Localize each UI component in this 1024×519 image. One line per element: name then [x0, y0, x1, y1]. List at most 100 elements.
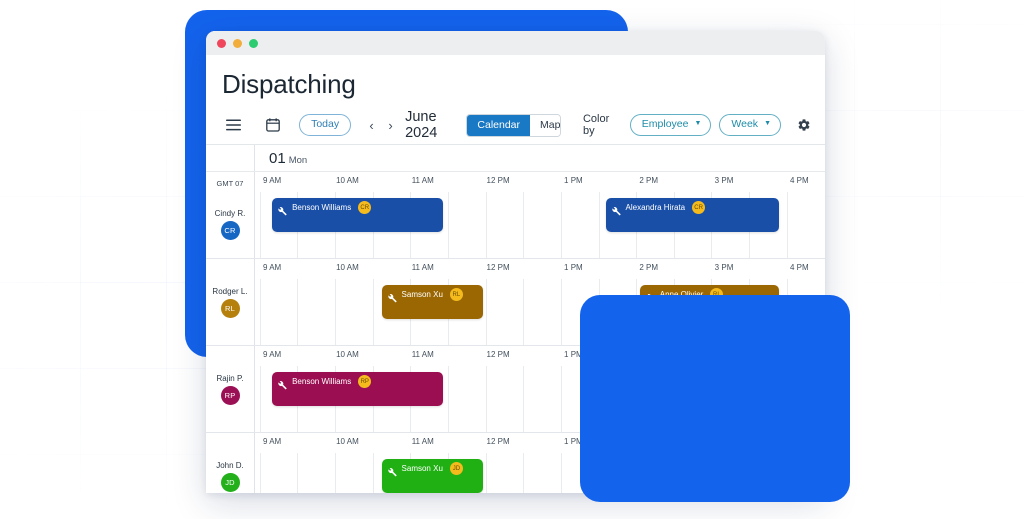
time-tick-label: 10 AM	[336, 350, 359, 359]
next-month-icon[interactable]: ›	[388, 117, 393, 133]
time-gridline	[485, 453, 487, 493]
time-tick-label: 1 PM	[564, 437, 583, 446]
maximize-traffic-light[interactable]	[249, 38, 258, 48]
page-title: Dispatching	[222, 69, 356, 99]
day-header-gutter	[206, 145, 255, 171]
time-gridline	[259, 192, 261, 258]
time-gridline	[334, 279, 336, 345]
close-traffic-light[interactable]	[217, 38, 226, 48]
time-tick-label: 9 AM	[262, 437, 282, 446]
avatar: CR	[220, 220, 240, 240]
wrench-icon	[278, 203, 287, 221]
event-assignee-badge: CR	[692, 201, 706, 214]
event-title: Benson Williams	[292, 203, 352, 212]
event-title: Alexandra Hirata	[625, 203, 686, 212]
color-by-label: Color by	[582, 113, 610, 137]
time-tick-label: 12 PM	[486, 176, 510, 185]
resource-name: Cindy R.	[214, 208, 246, 218]
hamburger-menu-icon[interactable]	[222, 112, 246, 138]
event-title: Samson Xu	[401, 464, 443, 473]
toolbar-right-group: Calendar Map Color by Employee ▼ Week ▼	[466, 113, 811, 137]
timezone-holder: GMT 07	[206, 172, 254, 194]
time-tick-label: 9 AM	[262, 263, 282, 272]
wrench-icon	[387, 464, 397, 482]
time-tick-label: 10 AM	[336, 263, 359, 272]
color-by-value: Employee	[641, 118, 689, 131]
range-value: Week	[731, 118, 759, 131]
time-gridline	[485, 279, 487, 345]
time-tick-label: 3 PM	[714, 176, 734, 185]
color-by-dropdown[interactable]: Employee ▼	[629, 114, 712, 136]
day-number: 01	[269, 150, 286, 167]
time-gridline-half	[523, 279, 525, 345]
calendar-event[interactable]: Samson Xu JD	[381, 459, 483, 493]
time-tick-label: 12 PM	[486, 350, 510, 359]
view-switcher: Calendar Map	[466, 113, 561, 137]
time-gridline	[485, 366, 487, 432]
wrench-icon	[611, 203, 621, 221]
avatar: JD	[220, 472, 240, 492]
calendar-event[interactable]: Samson Xu RL	[381, 285, 483, 319]
time-gridline-half	[447, 192, 449, 258]
calendar-icon[interactable]	[262, 112, 286, 138]
time-gridline	[560, 192, 562, 258]
range-dropdown[interactable]: Week ▼	[719, 114, 781, 136]
event-title: Anne Olivier	[660, 289, 704, 301]
timeline-area[interactable]: 9 AM 10 AM 11 AM 12 PM 1 PM 2 PM 3 PM 4 PM Benso…	[255, 172, 825, 258]
time-tick-label: 11 AM	[411, 350, 434, 359]
time-gridline-half	[297, 279, 299, 345]
time-gridline	[259, 279, 261, 345]
time-tick-label: 3 PM	[714, 263, 734, 272]
time-tick-label: 2 PM	[639, 176, 659, 185]
time-gridline-half	[372, 279, 374, 345]
time-tick-label: 9 AM	[262, 350, 282, 359]
prev-month-icon[interactable]: ‹	[369, 117, 374, 133]
avatar: RP	[220, 385, 240, 405]
time-tick-label: 1 PM	[564, 350, 583, 359]
current-month-label: June 2024	[405, 109, 438, 141]
time-tick-label: 9 AM	[262, 176, 282, 185]
time-tick-label: 12 PM	[486, 263, 510, 272]
time-gridline-half	[297, 453, 299, 493]
event-title: Samson Xu	[401, 290, 443, 299]
chevron-down-icon: ▼	[694, 119, 702, 127]
timezone-label: GMT 07	[216, 178, 244, 188]
time-tick-label: 11 AM	[411, 437, 434, 446]
time-tick-label: 1 PM	[564, 263, 583, 272]
calendar-event[interactable]: Alexandra Hirata CR	[605, 198, 780, 232]
time-gridline	[560, 366, 562, 432]
tab-map-view[interactable]: Map	[530, 114, 560, 136]
time-axis: 9 AM 10 AM 11 AM 12 PM 1 PM 2 PM 3 PM 4 PM	[255, 263, 825, 277]
resource-cell-rp[interactable]: Rajin P. RP	[206, 346, 255, 432]
time-tick-label: 11 AM	[411, 176, 434, 185]
tab-calendar-view[interactable]: Calendar	[467, 114, 531, 136]
resource-cell-jd[interactable]: John D. JD	[206, 433, 255, 493]
minimize-traffic-light[interactable]	[233, 38, 242, 48]
wrench-icon	[278, 377, 287, 395]
calendar-event[interactable]: Benson Williams RP	[272, 372, 444, 406]
time-gridline	[334, 453, 336, 493]
calendar-event[interactable]: Benson Williams CR	[272, 198, 444, 232]
time-gridline-half	[447, 366, 449, 432]
today-button[interactable]: Today	[299, 114, 352, 136]
time-tick-label: 10 AM	[336, 437, 359, 446]
wrench-icon	[387, 290, 397, 308]
event-assignee-badge: RL	[449, 288, 463, 301]
time-tick-label: 4 PM	[790, 176, 809, 185]
time-tick-label: 2 PM	[639, 263, 659, 272]
time-tick-label: 4 PM	[790, 263, 809, 272]
time-gridline	[560, 453, 562, 493]
resource-cell-rl[interactable]: Rodger L. RL	[206, 259, 255, 345]
time-gridline	[259, 366, 261, 432]
time-gridline	[259, 453, 261, 493]
resource-name: John D.	[216, 460, 244, 470]
time-tick-label: 10 AM	[336, 176, 359, 185]
toolbar: Today ‹ › June 2024 Calendar Map Color b…	[206, 106, 825, 145]
resource-cell-cr[interactable]: Cindy R. CR	[206, 172, 255, 258]
gear-icon[interactable]	[797, 118, 811, 132]
event-title: Benson Williams	[292, 377, 352, 386]
day-number-label: 01 Mon	[255, 145, 307, 171]
event-assignee-badge: JD	[449, 462, 463, 475]
time-gridline	[786, 192, 788, 258]
chevron-down-icon: ▼	[764, 119, 771, 127]
